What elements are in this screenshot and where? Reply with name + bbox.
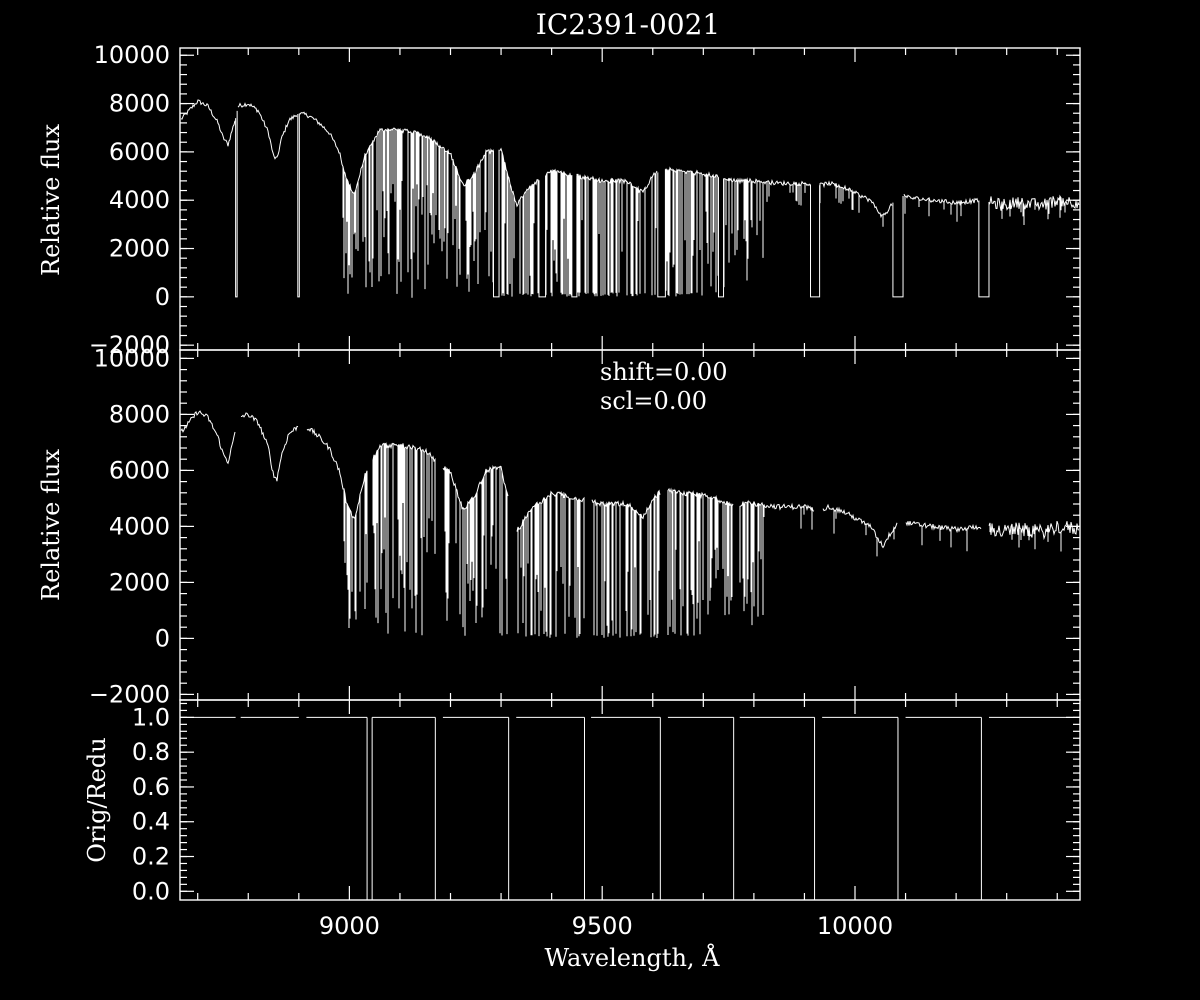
panel1-gap-drop <box>538 175 547 298</box>
panel1-ytick-label: 0 <box>155 283 170 311</box>
annotation-shift: shift=0.00 <box>600 358 728 386</box>
panel2-ylabel: Relative flux <box>37 449 65 601</box>
panel2-ytick-label: 10000 <box>94 344 170 372</box>
panel1-gap-drop <box>235 110 238 298</box>
panel2-flux-trace <box>180 410 1080 638</box>
panel3-ylabel: Orig/Redu <box>83 737 111 862</box>
panel3-ytick-label: 0.0 <box>132 877 170 905</box>
panel3-ytick-label: 0.6 <box>132 773 170 801</box>
chart-title: IC2391-0021 <box>536 8 720 41</box>
annotation-scl: scl=0.00 <box>600 387 707 415</box>
panel1-flux-trace <box>180 99 1080 298</box>
panel1-ytick-label: −2000 <box>89 331 170 359</box>
panel2-ytick-label: 0 <box>155 624 170 652</box>
x-tick-label: 10000 <box>817 912 893 940</box>
panel3-ytick-label: 1.0 <box>132 703 170 731</box>
panel1-ylabel: Relative flux <box>37 124 65 276</box>
x-tick-label: 9500 <box>572 912 633 940</box>
panel1-gap-drop <box>492 149 500 298</box>
panel1-ytick-label: 10000 <box>94 41 170 69</box>
panel1-gap-drop <box>297 113 300 298</box>
panel3-frame <box>179 699 1081 901</box>
x-tick-label: 9000 <box>319 912 380 940</box>
panel1-gap-drop <box>978 200 990 298</box>
panel2-ytick-label: 4000 <box>109 512 170 540</box>
panel1-ytick-label: 8000 <box>109 90 170 118</box>
panel2-ytick-label: −2000 <box>89 680 170 708</box>
panel1-ytick-label: 4000 <box>109 186 170 214</box>
panel1-gap-drop <box>657 169 666 298</box>
panel1-gap-drop <box>571 175 578 298</box>
panel2-ytick-label: 8000 <box>109 400 170 428</box>
panel1-gap-drop <box>810 184 821 298</box>
panel2-ytick-label: 6000 <box>109 456 170 484</box>
panel3-ytick-label: 0.4 <box>132 808 170 836</box>
panel2-ytick-label: 2000 <box>109 568 170 596</box>
panel1-ytick-label: 2000 <box>109 235 170 263</box>
panel1-gap-drop <box>892 195 904 298</box>
panel1-gap-drop <box>717 177 725 298</box>
panel3-ytick-label: 0.8 <box>132 738 170 766</box>
panel3-ytick-label: 0.2 <box>132 843 170 871</box>
x-axis-label: Wavelength, Å <box>544 943 720 972</box>
panel1-frame <box>179 47 1081 351</box>
panel1-ytick-label: 6000 <box>109 138 170 166</box>
